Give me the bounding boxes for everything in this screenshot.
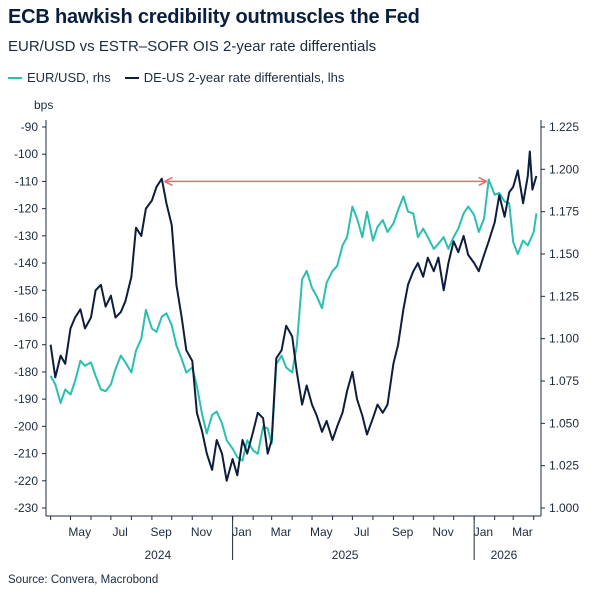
left-axis-unit: bps xyxy=(34,98,54,112)
left-tick-label: -130 xyxy=(14,229,38,243)
right-tick-label: 1.175 xyxy=(549,205,579,219)
left-tick-label: -230 xyxy=(14,501,38,515)
left-tick-label: -110 xyxy=(15,174,38,188)
right-tick-label: 1.225 xyxy=(549,120,579,134)
annotation-arrowhead-left xyxy=(164,176,173,187)
right-tick-label: 1.150 xyxy=(549,247,579,261)
left-tick-label: -160 xyxy=(14,311,38,325)
x-tick-label: Sep xyxy=(150,525,172,539)
legend-swatch-differentials xyxy=(124,76,139,79)
x-year-label: 2026 xyxy=(491,548,518,562)
legend-swatch-eurusd xyxy=(8,76,22,79)
x-tick-label: Nov xyxy=(191,525,212,539)
legend-item-differentials: DE-US 2-year rate differentials, lhs xyxy=(124,70,345,85)
left-tick-label: -220 xyxy=(14,474,38,488)
series-line-eurusd xyxy=(49,178,538,462)
x-tick-label: Jul xyxy=(112,525,127,539)
left-tick-label: -210 xyxy=(14,447,38,461)
x-tick-label: May xyxy=(310,525,333,539)
right-tick-label: 1.025 xyxy=(549,459,579,473)
x-year-label: 2025 xyxy=(332,548,359,562)
chart-legend: EUR/USD, rhs DE-US 2-year rate different… xyxy=(8,70,344,85)
left-tick-label: -180 xyxy=(14,365,38,379)
left-tick-label: -100 xyxy=(14,147,38,161)
left-tick-label: -150 xyxy=(14,283,38,297)
left-tick-label: -170 xyxy=(14,338,38,352)
legend-label-differentials: DE-US 2-year rate differentials, lhs xyxy=(143,70,345,85)
x-tick-label: Jul xyxy=(354,525,369,539)
right-tick-label: 1.050 xyxy=(549,416,579,430)
right-tick-label: 1.125 xyxy=(549,289,579,303)
left-tick-label: -190 xyxy=(14,392,38,406)
x-tick-label: Jan xyxy=(232,525,251,539)
x-year-label: 2024 xyxy=(144,548,171,562)
source-note: Source: Convera, Macrobond xyxy=(8,574,159,586)
right-tick-label: 1.100 xyxy=(549,332,579,346)
x-tick-label: Nov xyxy=(432,525,453,539)
chart-subtitle: EUR/USD vs ESTR–SOFR OIS 2-year rate dif… xyxy=(8,38,377,55)
legend-item-eurusd: EUR/USD, rhs xyxy=(8,70,111,85)
left-tick-label: -140 xyxy=(14,256,38,270)
right-tick-label: 1.000 xyxy=(549,501,579,515)
right-tick-label: 1.075 xyxy=(549,374,579,388)
x-tick-label: Sep xyxy=(392,525,414,539)
right-tick-label: 1.200 xyxy=(549,162,579,176)
x-tick-label: May xyxy=(68,525,91,539)
x-tick-label: Jan xyxy=(474,525,493,539)
annotation-arrowhead-right xyxy=(478,176,488,187)
series-line-differentials xyxy=(49,150,538,482)
left-tick-label: -200 xyxy=(14,419,38,433)
chart-title: ECB hawkish credibility outmuscles the F… xyxy=(8,6,420,28)
left-tick-label: -120 xyxy=(14,202,38,216)
x-tick-label: Mar xyxy=(271,525,292,539)
left-tick-label: -90 xyxy=(21,120,39,134)
x-tick-label: Mar xyxy=(512,525,533,539)
legend-label-eurusd: EUR/USD, rhs xyxy=(27,70,111,85)
